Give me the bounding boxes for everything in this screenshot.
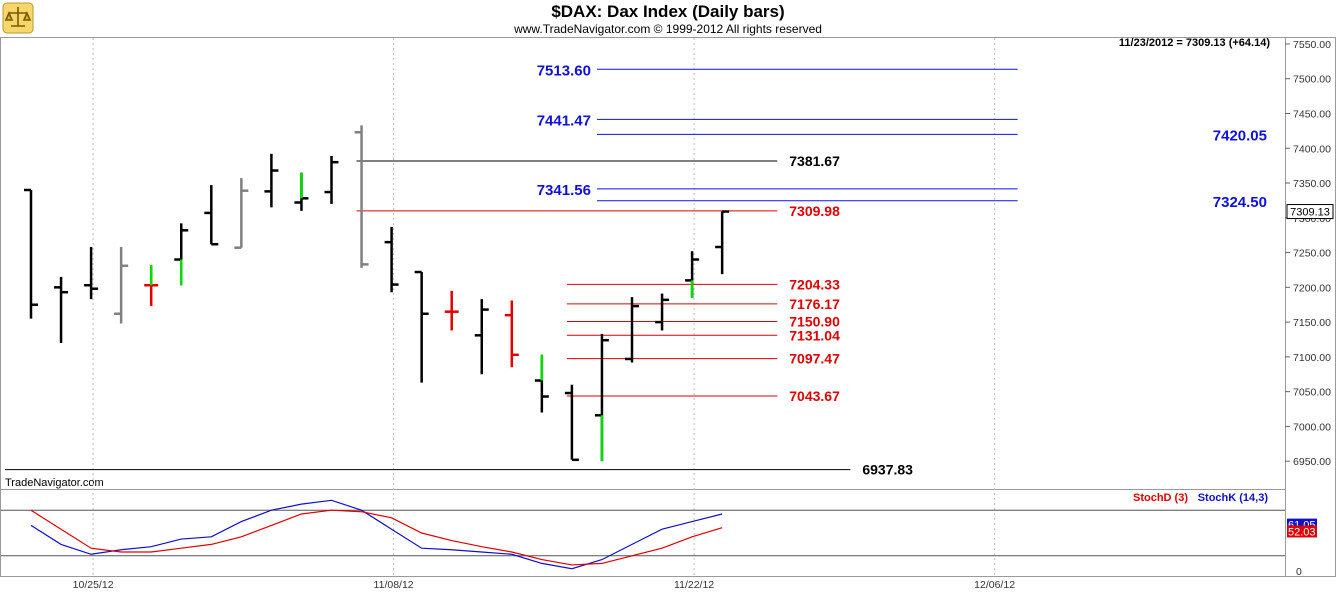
x-tick-label-2: 11/22/12: [674, 579, 714, 591]
level-label-10: 7131.04: [789, 327, 840, 343]
y-tick-label-7: 7200.00: [1293, 282, 1331, 294]
x-tick-label-1: 11/08/12: [374, 579, 414, 591]
last-price-tag-box: [1286, 204, 1334, 220]
bar-layer: [24, 125, 730, 462]
axis-layer: 10/25/12 11/08/12 11/22/12 12/06/12 7550.00 7…: [73, 39, 1334, 591]
stoch-value-tag-1: 52.03: [1288, 526, 1316, 538]
level-label-0: 7513.60: [537, 62, 591, 79]
stochastic-panel-frame: [0, 489, 1286, 577]
stoch-line-stochk: [30, 499, 723, 570]
y-tick-label-11: 7000.00: [1293, 421, 1331, 433]
y-tick-label-1: 7500.00: [1293, 74, 1331, 86]
level-label-8: 7176.17: [789, 296, 840, 312]
price-panel-frame: [0, 37, 1286, 490]
level-label-11: 7097.47: [789, 351, 840, 367]
y-tick-label-9: 7100.00: [1293, 352, 1331, 364]
stoch-y-tick-0: 0: [1296, 566, 1302, 578]
level-layer: 7513.60 7441.47 7420.05 7381.67 7341.56 7324.…: [5, 62, 1267, 478]
level-label-1: 7441.47: [537, 112, 591, 129]
y-tick-label-0: 7550.00: [1293, 39, 1331, 51]
stoch-value-tag-box-1: [1287, 525, 1317, 538]
level-label-9: 7150.90: [789, 313, 840, 329]
stochastic-layer: 061.0552.03: [1, 499, 1317, 578]
level-label-3: 7381.67: [789, 153, 840, 169]
y-tick-label-2: 7450.00: [1293, 108, 1331, 120]
trade-navigator-logo-icon: [2, 2, 34, 34]
y-tick-label-4: 7350.00: [1293, 178, 1331, 190]
y-tick-label-12: 6950.00: [1293, 456, 1331, 468]
y-tick-label-6: 7250.00: [1293, 248, 1331, 260]
level-label-2: 7420.05: [1213, 127, 1267, 144]
copyright-text: www.TradeNavigator.com © 1999-2012 All r…: [513, 22, 822, 36]
level-label-6: 7309.98: [789, 203, 840, 219]
x-tick-label-0: 10/25/12: [73, 579, 114, 591]
last-quote-text: 11/23/2012 = 7309.13 (+64.14): [1119, 37, 1270, 49]
legend-stochd: StochD (3): [1133, 492, 1188, 504]
level-label-12: 7043.67: [789, 388, 840, 404]
legend-layer: StochD (3) StochK (14,3): [1133, 492, 1268, 504]
level-label-13: 6937.83: [862, 462, 913, 478]
chart-title: $DAX: Dax Index (Daily bars): [551, 2, 784, 21]
last-price-tag: 7309.13: [1290, 207, 1330, 219]
level-label-5: 7324.50: [1213, 194, 1267, 211]
y-tick-label-3: 7400.00: [1293, 143, 1331, 155]
stoch-line-stochd: [30, 509, 723, 566]
level-label-7: 7204.33: [789, 276, 840, 292]
price-axis-frame: [1285, 37, 1336, 577]
y-tick-label-8: 7150.00: [1293, 317, 1331, 329]
x-tick-label-3: 12/06/12: [974, 579, 1015, 591]
legend-stochk: StochK (14,3): [1198, 492, 1269, 504]
watermark-text: TradeNavigator.com: [5, 477, 104, 489]
level-label-4: 7341.56: [537, 182, 591, 199]
y-tick-label-10: 7050.00: [1293, 387, 1331, 399]
